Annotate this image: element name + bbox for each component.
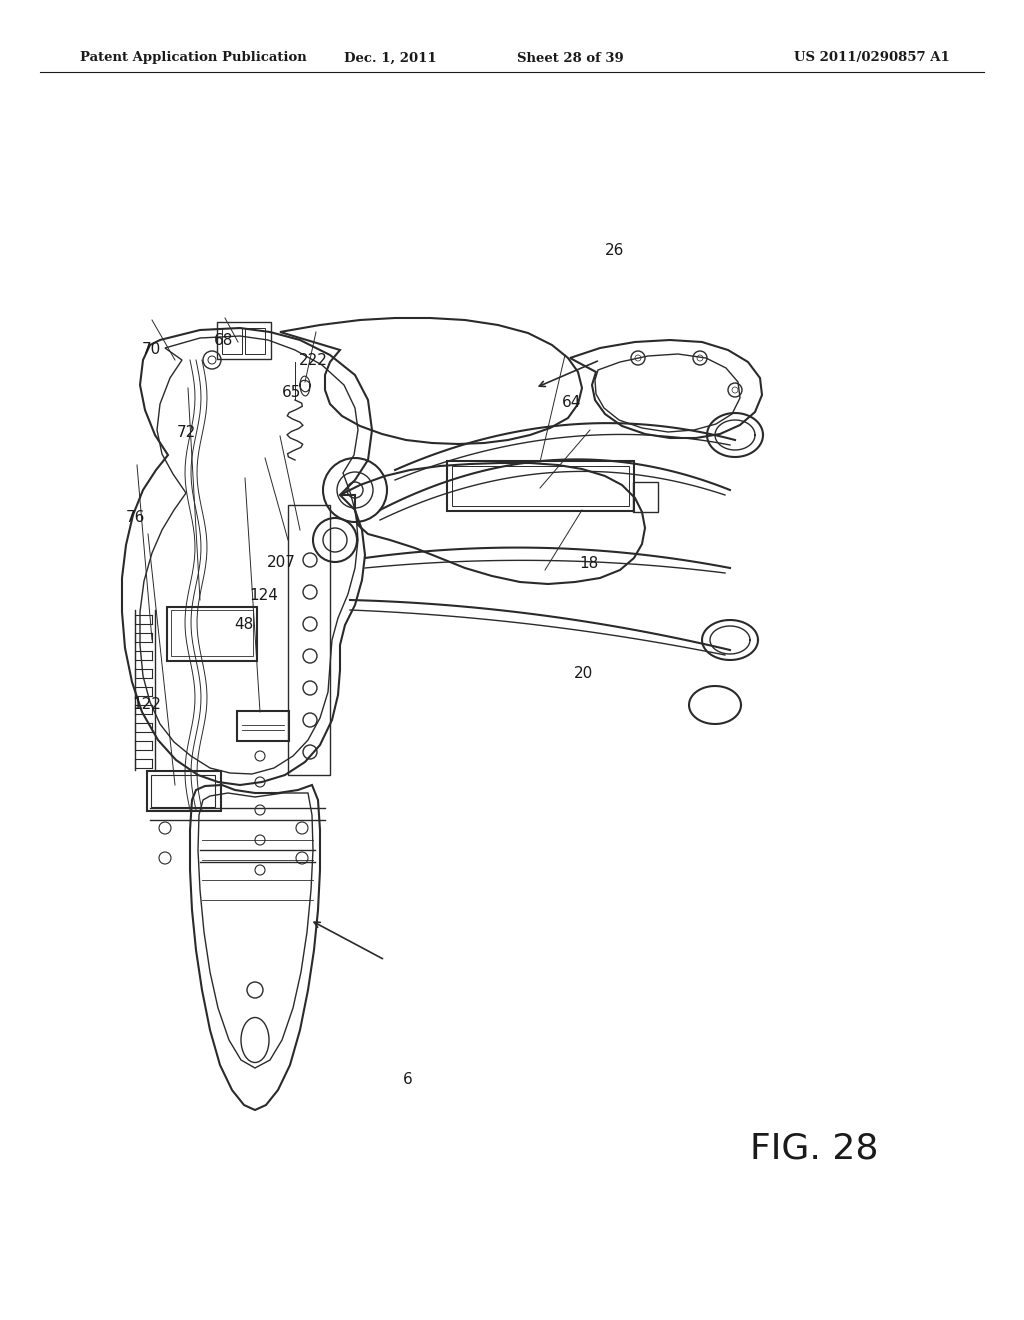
Text: 76: 76 (126, 510, 144, 525)
Bar (222, 327, 242, 354)
Text: 26: 26 (605, 243, 624, 259)
Text: 18: 18 (580, 556, 598, 572)
Text: 124: 124 (250, 587, 279, 603)
Text: 6: 6 (402, 1072, 413, 1088)
Bar (245, 327, 265, 354)
Text: 20: 20 (574, 665, 593, 681)
Text: US 2011/0290857 A1: US 2011/0290857 A1 (795, 51, 950, 65)
Bar (633, 482, 658, 512)
Text: 64: 64 (562, 395, 581, 411)
Text: 65: 65 (283, 384, 301, 400)
Text: 72: 72 (177, 425, 196, 441)
Text: FIG. 28: FIG. 28 (750, 1131, 879, 1166)
Text: 122: 122 (132, 697, 161, 713)
Text: 70: 70 (142, 342, 161, 358)
Text: 207: 207 (267, 554, 296, 570)
Text: 68: 68 (214, 333, 232, 348)
Text: 222: 222 (299, 352, 328, 368)
Text: 48: 48 (234, 616, 253, 632)
Text: Dec. 1, 2011: Dec. 1, 2011 (344, 51, 436, 65)
Text: Patent Application Publication: Patent Application Publication (80, 51, 307, 65)
Bar (288, 506, 330, 775)
Text: Sheet 28 of 39: Sheet 28 of 39 (517, 51, 624, 65)
